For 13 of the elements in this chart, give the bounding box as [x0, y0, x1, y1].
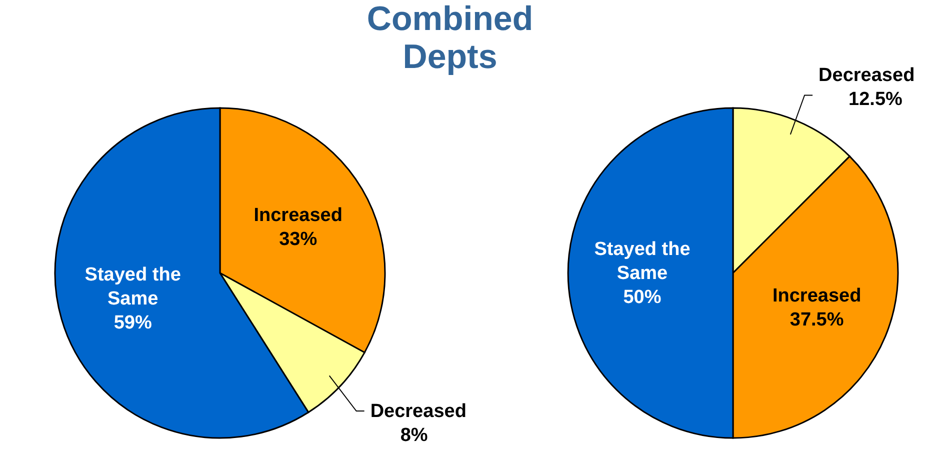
data-label: 8%	[400, 424, 428, 446]
data-label: 59%	[114, 312, 152, 333]
slice-label: Decreased	[370, 400, 466, 422]
data-label: 33%	[279, 228, 318, 250]
slice-label: Stayed the Same	[594, 238, 690, 284]
slice-label: Stayed the Same	[84, 264, 181, 309]
slice-label: Increased	[254, 204, 342, 226]
data-label: 12.5%	[848, 88, 903, 110]
data-label: 37.5%	[790, 309, 844, 330]
slice-label: Decreased	[818, 64, 915, 86]
slice-label: Increased	[772, 285, 862, 306]
data-label: 50%	[623, 286, 662, 308]
chart-title: Combined Depts	[366, 0, 534, 76]
